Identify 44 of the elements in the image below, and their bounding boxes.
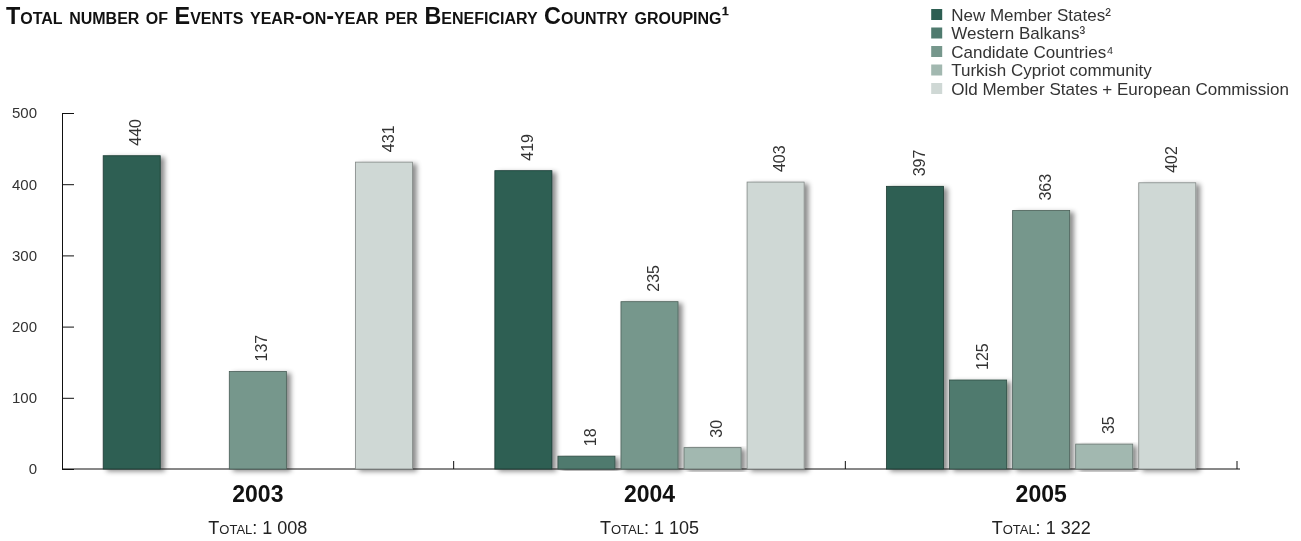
data-label: 419 [518, 133, 536, 161]
data-label: 403 [771, 145, 789, 173]
legend-label: Western Balkans³ [951, 24, 1086, 44]
total-label: Total: 1 322 [991, 518, 1091, 538]
bar [746, 181, 805, 470]
chart-title: Total number of Events year-on-year per Beneficiary Country grouping¹ [6, 3, 730, 29]
bar [1075, 443, 1134, 470]
x-tick-label: 2005 [1015, 481, 1067, 508]
y-tick-label: 200 [11, 317, 37, 335]
legend-label: New Member States² [951, 5, 1112, 25]
bar [886, 185, 944, 470]
x-tick-label: 2003 [232, 481, 284, 508]
bar [102, 155, 161, 470]
data-label: 431 [379, 125, 397, 153]
total-label: Total: 1 105 [599, 518, 700, 538]
y-tick-label: 300 [11, 246, 37, 264]
data-label: 363 [1036, 173, 1054, 201]
bar [228, 371, 287, 470]
data-label: 125 [973, 343, 991, 370]
data-label: 440 [127, 118, 145, 146]
data-label: 18 [582, 428, 600, 447]
legend-label: Candidate Countries⁴ [951, 42, 1114, 62]
y-tick-label: 400 [11, 175, 37, 193]
bar [1012, 210, 1071, 470]
data-label: 397 [910, 149, 928, 177]
data-label: 235 [645, 264, 663, 292]
data-label: 35 [1099, 416, 1117, 435]
legend-label: Turkish Cypriot community [951, 61, 1153, 81]
bar [494, 170, 553, 470]
y-tick-label: 0 [28, 460, 37, 478]
data-label: 402 [1162, 145, 1180, 173]
bar [620, 301, 679, 470]
bar [683, 447, 742, 470]
data-label: 30 [708, 419, 726, 438]
total-label: Total: 1 008 [208, 518, 308, 538]
bar [1138, 182, 1197, 470]
x-tick-label: 2004 [623, 481, 676, 508]
bar [355, 161, 413, 470]
y-tick-label: 500 [11, 104, 37, 122]
data-label: 137 [253, 334, 271, 362]
bar [949, 379, 1008, 470]
y-tick-label: 100 [11, 389, 37, 407]
legend-label: Old Member States + European Commission [951, 79, 1289, 99]
bar [557, 455, 616, 470]
